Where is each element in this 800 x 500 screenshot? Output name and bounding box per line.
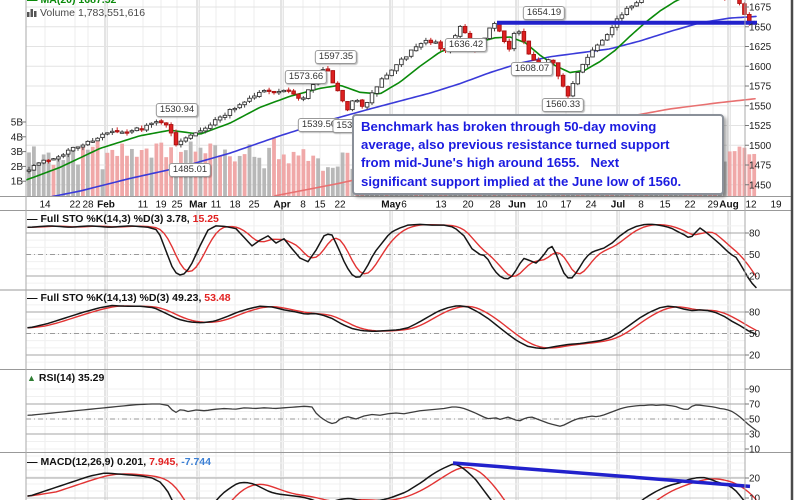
date-axis-label: 14 (39, 200, 51, 211)
indicator-axis-label: 10 (749, 494, 761, 500)
date-axis-label: May (381, 200, 401, 211)
price-axis-label: 1475 (749, 161, 772, 172)
date-axis-label: Apr (273, 200, 290, 211)
date-axis-label: Feb (97, 200, 115, 211)
date-axis-label: 19 (155, 200, 167, 211)
date-axis-label: 25 (248, 200, 260, 211)
indicator-axis-label: 50 (749, 329, 761, 340)
indicator-lines (27, 223, 757, 500)
date-axis-label: 15 (659, 200, 671, 211)
date-axis-label: 8 (638, 200, 644, 211)
price-axis-label: 1600 (749, 62, 772, 73)
date-axis-label: 12 (745, 200, 757, 211)
date-axis-label: 22 (684, 200, 696, 211)
indicator-axis-label: 70 (749, 400, 761, 411)
indicator-axis-label: 10 (749, 445, 761, 456)
price-axis-label: 1550 (749, 101, 772, 112)
indicator-axis-label: 20 (749, 272, 761, 283)
date-axis-label: 28 (82, 200, 94, 211)
date-axis-label: 6 (401, 200, 407, 211)
indicator-axis-label: 50 (749, 250, 761, 261)
axis-labels: 1675165016251600157515501525150014751450… (11, 3, 782, 500)
date-axis-label: 22 (334, 200, 346, 211)
indicator-axis-label: 20 (749, 474, 761, 485)
indicator-axis-label: 20 (749, 351, 761, 362)
indicator-axis-label: 90 (749, 385, 761, 396)
date-axis-label: 24 (585, 200, 597, 211)
annotation-box: Benchmark has broken through 50-day movi… (352, 114, 724, 195)
indicator-axis-label: 50 (749, 415, 761, 426)
date-axis-label: 11 (211, 200, 222, 211)
date-axis-label: Mar (189, 200, 207, 211)
indicator-axis-label: 30 (749, 430, 761, 441)
date-axis-label: Aug (719, 200, 738, 211)
volume-axis-label: 3B (11, 147, 24, 158)
date-axis-label: 15 (314, 200, 326, 211)
date-axis-label: 13 (435, 200, 447, 211)
price-axis-label: 1650 (749, 22, 772, 33)
annotation-line: significant support implied at the June … (361, 173, 682, 189)
volume-axis-label: 4B (11, 132, 24, 143)
price-axis-label: 1525 (749, 121, 772, 132)
annotation-line: average, also previous resistance turned… (361, 137, 670, 153)
gridlines (26, 0, 745, 500)
price-axis-label: 1450 (749, 180, 772, 191)
date-axis-label: 20 (462, 200, 474, 211)
date-axis-label: 10 (536, 200, 548, 211)
price-axis-label: 1675 (749, 3, 772, 14)
date-axis-label: 8 (300, 200, 306, 211)
date-axis-label: 29 (707, 200, 719, 211)
price-axis-label: 1575 (749, 82, 772, 93)
volume-axis-label: 2B (11, 162, 24, 173)
indicator-axis-label: 80 (749, 307, 761, 318)
annotation-line: Benchmark has broken through 50-day movi… (361, 119, 657, 134)
price-axis-label: 1625 (749, 42, 772, 53)
volume-axis-label: 1B (11, 177, 24, 188)
annotation-line: from mid-June's high around 1655. Next (361, 155, 620, 171)
date-axis-label: Jun (508, 200, 526, 211)
date-axis-label: 18 (229, 200, 241, 211)
date-axis-label: 25 (171, 200, 183, 211)
date-axis-label: Jul (611, 200, 626, 211)
indicator-axis-label: 80 (749, 228, 761, 239)
date-axis-label: 28 (489, 200, 501, 211)
volume-axis-label: 5B (11, 118, 24, 129)
date-axis-label: 17 (560, 200, 572, 211)
price-axis-label: 1500 (749, 141, 772, 152)
date-axis-label: 22 (69, 200, 81, 211)
date-axis-label: 11 (138, 200, 149, 211)
date-axis-label: 19 (770, 200, 782, 211)
